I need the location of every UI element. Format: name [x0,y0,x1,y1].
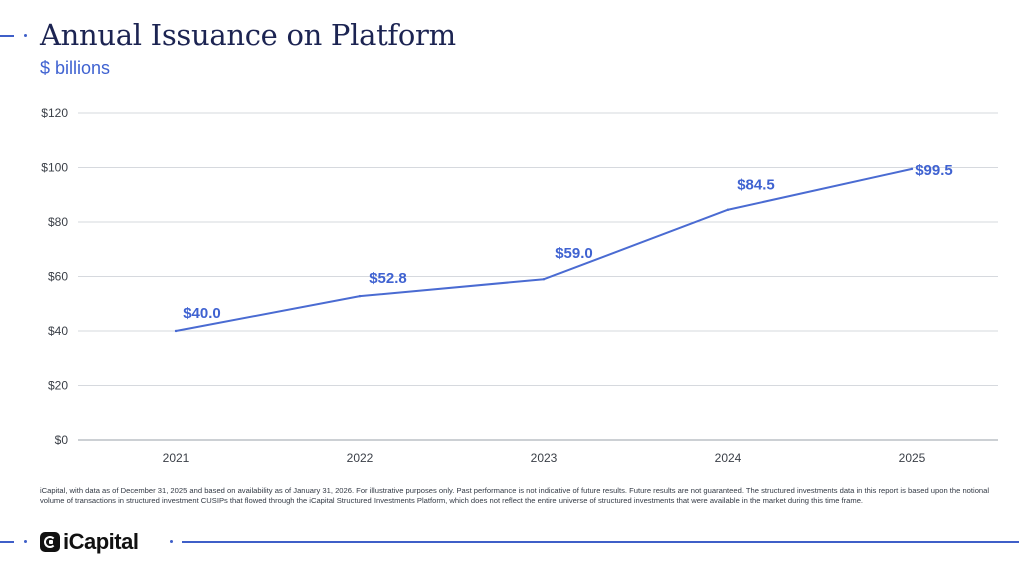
data-point [542,278,546,281]
header-dot-decoration [24,34,27,37]
footer-rule [182,541,1019,543]
footer-dot-decoration [24,540,27,543]
series-line [175,167,913,332]
y-tick-label: $60 [48,270,68,284]
icapital-logo-icon [40,532,60,552]
line-chart: $0 $20 $40 $60 $80 $100 $120 2021 2022 2023 2024 2… [41,106,998,465]
page-title: Annual Issuance on Platform [40,18,456,52]
data-label: $40.0 [183,305,221,322]
x-tick-label: 2021 [163,451,190,465]
data-point [726,208,730,211]
logo-text: iCapital [63,529,139,554]
x-tick-label: 2024 [715,451,742,465]
header-dash-decoration [0,35,14,37]
data-point [910,167,914,171]
x-tick-label: 2022 [347,451,374,465]
y-tick-label: $100 [41,161,68,175]
footer-dot-decoration-2 [170,540,173,543]
data-label: $84.5 [737,177,775,194]
page-subtitle: $ billions [40,58,111,78]
footnote: iCapital, with data as of December 31, 2… [40,486,990,505]
y-tick-label: $40 [48,324,68,338]
data-point [358,294,362,298]
data-point [174,329,178,333]
y-tick-label: $80 [48,215,68,229]
data-label: $52.8 [369,270,407,287]
data-label: $59.0 [555,245,593,262]
x-tick-label: 2023 [531,451,558,465]
icapital-logo: iCapital [40,529,139,555]
y-tick-label: $120 [41,106,68,120]
data-label: $99.5 [915,162,953,179]
footer-dash-decoration [0,541,14,543]
x-tick-label: 2025 [899,451,926,465]
y-tick-label: $0 [55,433,69,447]
y-tick-label: $20 [48,379,68,393]
